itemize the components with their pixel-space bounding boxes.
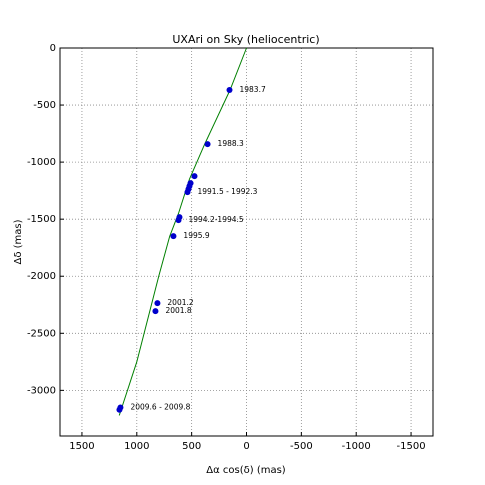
y-tick-label: 0: [50, 43, 56, 54]
track-line: [118, 47, 247, 416]
y-tick-label: -2000: [27, 271, 56, 282]
x-tick-label: 1500: [69, 441, 94, 452]
point: [204, 141, 211, 148]
x-tick-label: -1000: [342, 441, 371, 452]
point-label: 1988.3: [218, 139, 244, 148]
point: [184, 189, 191, 196]
point-label: 1994.2-1994.5: [188, 215, 243, 224]
point-label: 1991.5 - 1992.3: [197, 187, 257, 196]
point-label: 1983.7: [239, 85, 265, 94]
y-tick-label: -1500: [27, 214, 56, 225]
y-axis-label: Δδ (mas): [13, 219, 24, 264]
point: [226, 86, 233, 93]
point-label: 2001.8: [165, 306, 191, 315]
x-tick-label: 500: [182, 441, 201, 452]
y-tick-label: -3000: [27, 385, 56, 396]
point-label: 1995.9: [183, 231, 209, 240]
point-label: 2009.6 - 2009.8: [130, 402, 190, 411]
x-tick-label: 0: [243, 441, 249, 452]
point: [154, 300, 161, 307]
point: [116, 406, 123, 413]
chart-title: UXAri on Sky (heliocentric): [172, 33, 319, 46]
point: [152, 308, 159, 315]
point: [175, 217, 182, 224]
x-tick-label: -1500: [397, 441, 426, 452]
x-tick-label: -500: [290, 441, 313, 452]
x-axis-label: Δα cos(δ) (mas): [206, 465, 286, 476]
y-tick-label: -1000: [27, 157, 56, 168]
y-tick-label: -2500: [27, 328, 56, 339]
x-tick-label: 1000: [124, 441, 149, 452]
plot-frame: [59, 47, 434, 437]
y-tick-label: -500: [33, 100, 56, 111]
point: [191, 173, 198, 180]
point-label: 2001.2: [167, 298, 193, 307]
point: [170, 233, 177, 240]
